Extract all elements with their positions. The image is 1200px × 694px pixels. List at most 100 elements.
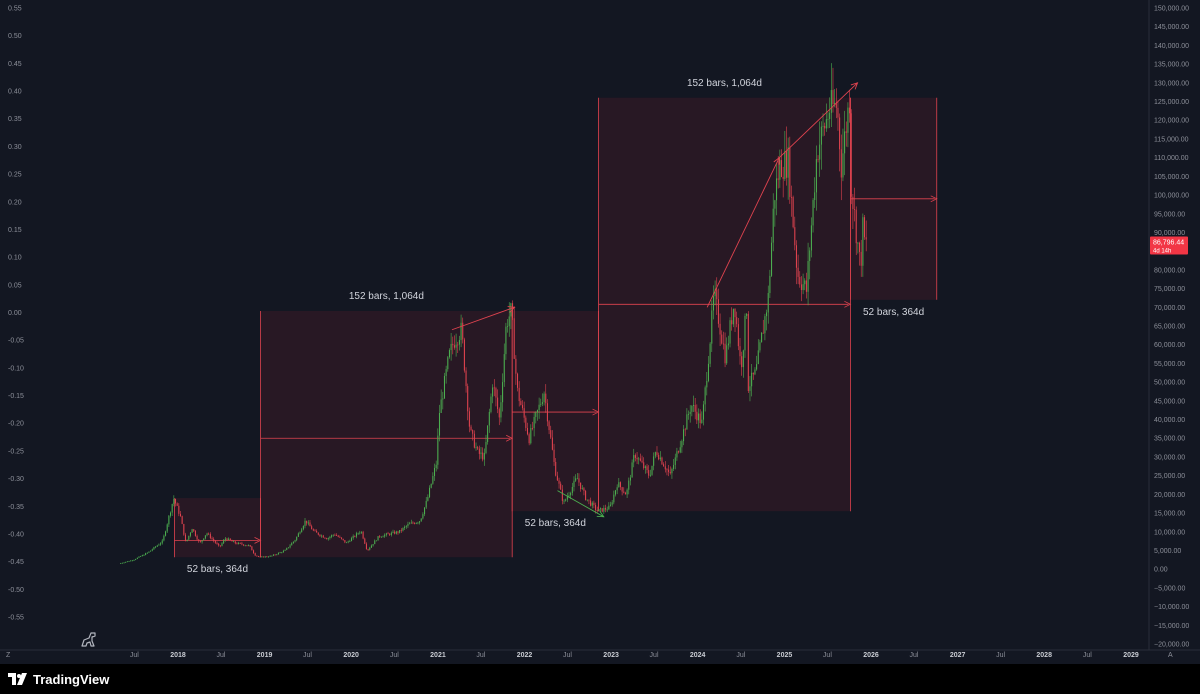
candle-body [618,482,620,488]
right-axis-tick: 95,000.00 [1154,211,1185,218]
candle-body [815,159,817,193]
candle-body [507,326,509,327]
time-axis-year-tick: 2023 [603,652,619,659]
candles [120,63,867,564]
time-axis-year-tick: 2029 [1123,652,1139,659]
candle-body [146,552,148,554]
candle-body [336,535,338,536]
candle-body [616,487,618,491]
candle-body [702,404,705,420]
candle-body [779,160,781,180]
candle-body [658,454,660,460]
candle-body [219,545,221,547]
time-axis-year-tick: 2027 [950,652,966,659]
candle-body [824,125,826,129]
cycle-box-fill [174,498,261,558]
candle-body [513,318,515,359]
candle-body [470,426,472,431]
candle-body [130,560,132,562]
candle-body [365,543,367,550]
dino-icon[interactable] [81,632,96,647]
right-axis-tick: 20,000.00 [1154,492,1185,499]
candle-body [380,536,382,538]
candle-body [712,296,714,311]
candle-body [782,176,784,179]
candle-body [448,350,450,358]
candle-body [839,117,841,150]
candle-body [578,478,580,483]
candle-body [817,159,819,160]
candle-body [731,320,733,325]
left-axis-tick: 0.45 [8,61,22,68]
candle-body [784,151,786,179]
candle-body [206,533,208,536]
candle-body [697,413,700,421]
candle-body [262,556,265,558]
candle-body [541,402,543,404]
candle-body [512,303,514,319]
candle-body [540,403,542,405]
candle-body [437,435,439,465]
candle-body [800,284,802,291]
candle-body [337,535,339,537]
candle-body [168,515,170,525]
right-axis[interactable]: 150,000.00 145,000.00 140,000.00 135,000.00… [1154,6,1189,649]
left-axis[interactable]: 0.55 0.50 0.45 0.40 0.35 0.30 0.25 0.20 0.15 0.10… [8,6,24,622]
candle-body [681,441,683,448]
candle-body [161,540,163,544]
candle-body [231,540,233,542]
price-chart[interactable]: 52 bars, 364d 152 bars, 1,064d 52 bars, 36… [0,0,1200,664]
candle-body [433,467,436,476]
candle-body [299,532,301,534]
left-axis-tick: -0.10 [8,365,24,372]
candle-body [664,466,666,470]
candle-body [523,408,525,418]
candle-body [585,490,587,501]
candle-body [809,250,811,262]
candle-body [203,538,205,541]
candle-body [264,556,266,558]
time-axis[interactable]: Jul 2018 Jul 2019 Jul 2020 Jul 2021 Jul 2022 Jul 20… [130,652,1139,659]
candle-body [771,242,773,276]
candle-body [575,478,577,481]
candle-body [364,538,366,544]
candle-body [761,332,763,343]
candle-body [624,492,626,495]
candle-body [518,387,520,402]
tradingview-brand[interactable]: TradingView [8,672,109,687]
candle-body [614,490,617,495]
candle-body [644,466,646,469]
candle-body [591,502,593,506]
candle-body [332,534,334,536]
candle-body [189,532,191,536]
candle-body [613,494,615,503]
corner-right-label[interactable]: A [1168,652,1173,659]
candle-body [329,536,331,538]
candle-body [505,326,507,355]
candle-body [183,523,185,535]
candle-body [819,144,821,160]
candle-body [789,147,791,197]
candle-body [468,411,470,427]
left-axis-tick: -0.30 [8,476,24,483]
candle-body [394,531,396,534]
candle-body [194,531,196,536]
candle-body [405,525,407,527]
time-axis-month-tick: Jul [823,652,832,659]
candle-body [392,531,394,533]
left-axis-tick: 0.35 [8,116,22,123]
candle-body [608,505,610,510]
trend-arrow-line [706,157,780,308]
cycle-label-long: 152 bars, 1,064d [687,78,762,89]
candle-body [548,421,550,431]
candle-body [631,462,633,478]
candle-body [634,455,636,458]
candle-body [199,541,201,543]
candle-body [593,502,595,505]
candle-body [193,529,195,532]
candle-body [125,561,127,563]
right-axis-tick: 90,000.00 [1154,230,1185,237]
candle-body [362,531,364,539]
left-axis-tick: 0.10 [8,255,22,262]
candle-body [238,542,240,544]
